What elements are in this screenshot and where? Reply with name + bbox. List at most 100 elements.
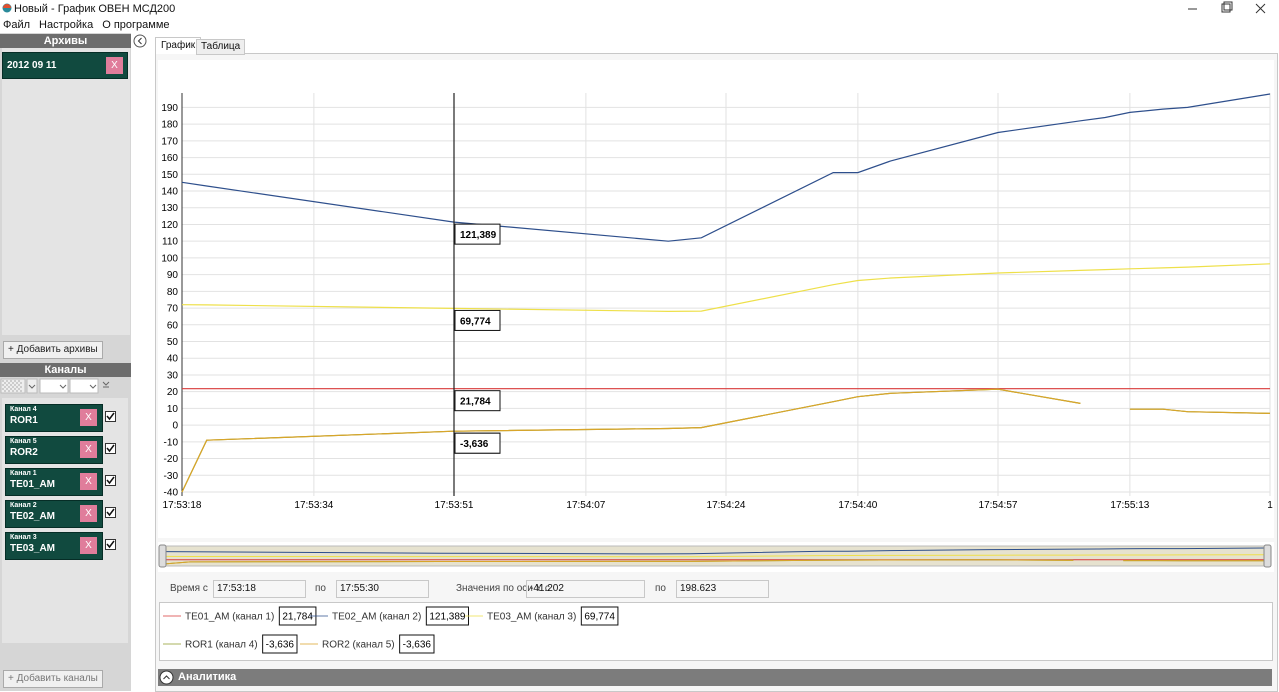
legend-value-box bbox=[262, 634, 298, 654]
y-tick-label: 90 bbox=[167, 270, 179, 281]
cursor-label: -3,636 bbox=[460, 439, 489, 450]
y-tick-label: 10 bbox=[167, 404, 179, 415]
collapse-button[interactable] bbox=[133, 34, 147, 48]
channel-toolbar[interactable] bbox=[0, 378, 112, 395]
time-from-field[interactable]: 17:53:18 bbox=[213, 580, 306, 598]
archive-item[interactable]: 2012 09 11 X bbox=[2, 52, 128, 79]
menu-item[interactable]: Настройка bbox=[39, 19, 94, 31]
channel-remove[interactable]: X bbox=[80, 537, 97, 554]
y-tick-label: 160 bbox=[161, 153, 178, 164]
archive-remove[interactable]: X bbox=[106, 57, 123, 74]
y-tick-label: 130 bbox=[161, 203, 178, 214]
channel-item[interactable]: Канал 5 ROR2 X bbox=[5, 436, 103, 464]
cursor-label: 21,784 bbox=[460, 397, 491, 408]
add-archives-button[interactable]: + Добавить архивы bbox=[3, 341, 103, 359]
x-tick-label: 17:54:57 bbox=[979, 500, 1018, 511]
cursor-label-box bbox=[454, 223, 501, 245]
channels-header: Каналы bbox=[0, 363, 131, 377]
y-tick-label: -30 bbox=[164, 471, 179, 482]
channel-item[interactable]: Канал 1 TE01_AM X bbox=[5, 468, 103, 496]
add-channels-button[interactable]: + Добавить каналы bbox=[3, 670, 103, 688]
y-tick-label: 190 bbox=[161, 103, 178, 114]
x-tick-label: 17:54:40 bbox=[838, 500, 877, 511]
y-tick-label: 50 bbox=[167, 337, 179, 348]
cursor-label: 121,389 bbox=[460, 230, 497, 241]
overview-line bbox=[164, 559, 1266, 565]
x-tick-label: 17:53:51 bbox=[435, 500, 474, 511]
cursor-label-box bbox=[454, 309, 501, 331]
y-to-field[interactable]: 198.623 bbox=[676, 580, 769, 598]
y-tick-label: 100 bbox=[161, 253, 178, 264]
series-line bbox=[181, 388, 1271, 493]
channel-item[interactable]: Канал 2 TE02_AM X bbox=[5, 500, 103, 528]
channel-name: ROR1 bbox=[10, 415, 38, 426]
x-tick-label: 17:54:07 bbox=[566, 500, 605, 511]
x-tick-label: 17:53:34 bbox=[294, 500, 333, 511]
y-tick-label: 120 bbox=[161, 220, 178, 231]
y-tick-label: 110 bbox=[162, 237, 178, 248]
window-title: Новый - График ОВЕН МСД200 bbox=[14, 3, 176, 15]
legend-label: TE02_AM (канал 2) bbox=[332, 612, 421, 623]
navigator-handle[interactable] bbox=[1263, 544, 1272, 568]
channel-remove[interactable]: X bbox=[80, 505, 97, 522]
legend-value: 121,389 bbox=[429, 612, 466, 623]
cursor-label-box bbox=[454, 432, 501, 454]
legend-box bbox=[159, 602, 1273, 661]
channel-name: TE03_AM bbox=[10, 543, 56, 554]
y-tick-label: 80 bbox=[167, 287, 179, 298]
y-tick-label: 140 bbox=[161, 187, 178, 198]
y-tick-label: 0 bbox=[172, 421, 178, 432]
channel-item[interactable]: Канал 3 TE03_AM X bbox=[5, 532, 103, 560]
cursor-label: 69,774 bbox=[460, 316, 491, 327]
channel-item[interactable]: Канал 4 ROR1 X bbox=[5, 404, 103, 432]
y-tick-label: 170 bbox=[161, 136, 178, 147]
time-from-label: Время с bbox=[170, 583, 208, 594]
overview-line bbox=[164, 547, 1266, 555]
menu-bar: Файл Настройка О программе bbox=[3, 19, 170, 31]
series-line bbox=[181, 93, 1271, 242]
channel-number: Канал 5 bbox=[10, 438, 37, 445]
channel-name: TE02_AM bbox=[10, 511, 56, 522]
archive-label: 2012 09 11 bbox=[7, 60, 57, 71]
x-tick-label: 17:54:24 bbox=[707, 500, 746, 511]
channel-checkboxes[interactable] bbox=[105, 411, 117, 551]
menu-item[interactable]: О программе bbox=[102, 19, 170, 31]
x-tick-label: 1 bbox=[1267, 500, 1273, 511]
y-from-field[interactable]: -41.202 bbox=[526, 580, 645, 598]
menu-item[interactable]: Файл bbox=[3, 19, 31, 31]
channel-name: ROR2 bbox=[10, 447, 38, 458]
y-tick-label: 60 bbox=[167, 320, 179, 331]
channel-number: Канал 2 bbox=[10, 502, 37, 509]
window-controls[interactable] bbox=[1180, 0, 1279, 18]
channel-name: TE01_AM bbox=[10, 479, 56, 490]
channel-remove[interactable]: X bbox=[80, 473, 97, 490]
channel-number: Канал 4 bbox=[10, 406, 37, 413]
channel-remove[interactable]: X bbox=[80, 441, 97, 458]
x-tick-label: 17:55:13 bbox=[1110, 500, 1149, 511]
y-to-label: по bbox=[655, 583, 666, 594]
legend-value-box bbox=[580, 606, 619, 626]
cursor-label-box bbox=[454, 390, 501, 412]
x-tick-label: 17:53:18 bbox=[163, 500, 202, 511]
archive-list bbox=[2, 48, 130, 335]
analytics-toggle[interactable] bbox=[159, 670, 174, 685]
legend-label: ROR1 (канал 4) bbox=[185, 640, 258, 651]
analytics-title: Аналитика bbox=[178, 671, 237, 683]
y-tick-label: -40 bbox=[164, 487, 179, 498]
channel-number: Канал 1 bbox=[10, 470, 37, 477]
channel-remove[interactable]: X bbox=[80, 409, 97, 426]
channel-number: Канал 3 bbox=[10, 534, 37, 541]
analytics-bar[interactable] bbox=[158, 669, 1272, 686]
navigator-handle[interactable] bbox=[158, 544, 167, 568]
archives-header: Архивы bbox=[0, 34, 131, 48]
y-tick-label: 30 bbox=[167, 370, 179, 381]
series-line bbox=[181, 263, 1271, 313]
y-tick-label: -20 bbox=[164, 454, 179, 465]
time-to-field[interactable]: 17:55:30 bbox=[336, 580, 429, 598]
y-tick-label: 40 bbox=[167, 354, 179, 365]
time-to-label: по bbox=[315, 583, 326, 594]
tab[interactable]: Таблица bbox=[196, 39, 246, 55]
y-tick-label: 150 bbox=[161, 170, 178, 181]
legend-label: ROR2 (канал 5) bbox=[322, 640, 395, 651]
